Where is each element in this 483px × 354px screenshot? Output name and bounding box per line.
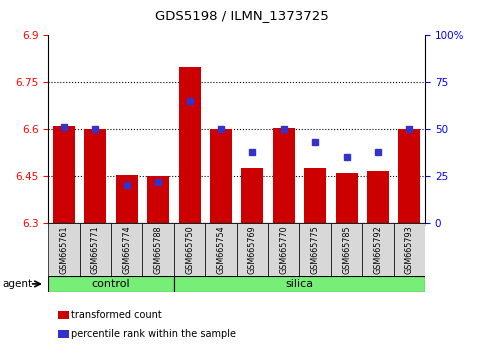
Text: GSM665769: GSM665769 bbox=[248, 225, 257, 274]
Bar bbox=[398, 129, 420, 223]
Text: silica: silica bbox=[285, 279, 313, 289]
Text: control: control bbox=[92, 279, 130, 289]
Bar bbox=[210, 129, 232, 223]
Bar bbox=[53, 126, 75, 223]
Text: GSM665775: GSM665775 bbox=[311, 225, 320, 274]
Bar bbox=[304, 168, 326, 223]
Bar bbox=[174, 223, 205, 276]
Text: GSM665785: GSM665785 bbox=[342, 225, 351, 274]
Bar bbox=[48, 276, 174, 292]
Bar bbox=[147, 176, 169, 223]
Bar bbox=[394, 223, 425, 276]
Text: GDS5198 / ILMN_1373725: GDS5198 / ILMN_1373725 bbox=[155, 9, 328, 22]
Text: GSM665761: GSM665761 bbox=[59, 225, 69, 274]
Bar bbox=[331, 223, 362, 276]
Bar bbox=[237, 223, 268, 276]
Bar bbox=[174, 276, 425, 292]
Bar bbox=[336, 173, 357, 223]
Bar bbox=[85, 129, 106, 223]
Text: GSM665788: GSM665788 bbox=[154, 225, 163, 274]
Text: GSM665770: GSM665770 bbox=[279, 225, 288, 274]
Bar bbox=[205, 223, 237, 276]
Text: GSM665774: GSM665774 bbox=[122, 225, 131, 274]
Bar bbox=[142, 223, 174, 276]
Bar bbox=[179, 67, 200, 223]
Text: GSM665792: GSM665792 bbox=[373, 225, 383, 274]
Text: GSM665771: GSM665771 bbox=[91, 225, 100, 274]
Bar bbox=[80, 223, 111, 276]
Bar bbox=[299, 223, 331, 276]
Bar bbox=[242, 168, 263, 223]
Text: GSM665750: GSM665750 bbox=[185, 225, 194, 274]
Bar bbox=[362, 223, 394, 276]
Bar bbox=[268, 223, 299, 276]
Bar bbox=[111, 223, 142, 276]
Bar bbox=[48, 223, 80, 276]
Text: agent: agent bbox=[2, 279, 32, 289]
Text: percentile rank within the sample: percentile rank within the sample bbox=[71, 329, 237, 339]
Text: GSM665793: GSM665793 bbox=[405, 225, 414, 274]
Bar bbox=[116, 175, 138, 223]
Bar bbox=[273, 128, 295, 223]
Text: GSM665754: GSM665754 bbox=[216, 225, 226, 274]
Bar bbox=[367, 171, 389, 223]
Text: transformed count: transformed count bbox=[71, 310, 162, 320]
